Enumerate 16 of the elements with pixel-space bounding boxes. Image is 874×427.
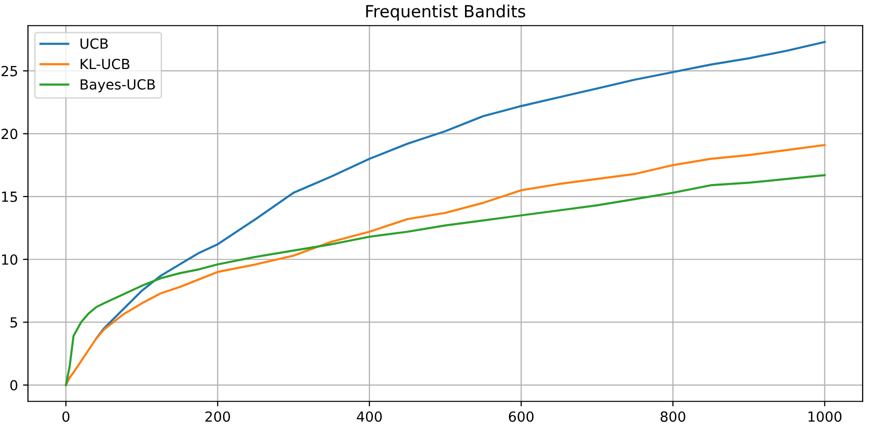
y-tick-label: 25: [2, 66, 18, 76]
y-tick-label: 0: [10, 380, 18, 391]
legend-label: UCB: [80, 38, 108, 49]
y-tick-label: 20: [2, 128, 18, 140]
y-tick-label: 5: [10, 317, 18, 328]
x-tick-label: 600: [508, 411, 534, 422]
x-tick-label: 800: [660, 411, 686, 422]
legend-label: KL-UCB: [80, 58, 130, 70]
x-tick-label: 400: [356, 411, 382, 422]
legend-label: Bayes-UCB: [80, 79, 155, 92]
y-tick-label: 15: [2, 192, 18, 202]
x-tick-label: 0: [62, 411, 70, 422]
chart-title: Frequentist Bandits: [366, 4, 526, 21]
x-tick-label: 1000: [808, 411, 842, 422]
y-tick-label: 10: [2, 254, 18, 265]
x-tick-label: 200: [205, 411, 230, 422]
